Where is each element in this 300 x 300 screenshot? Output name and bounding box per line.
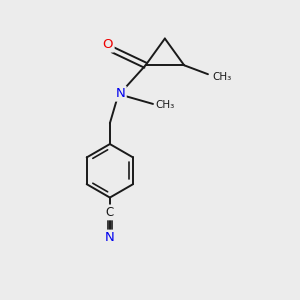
Text: O: O xyxy=(103,38,113,51)
Text: N: N xyxy=(116,87,125,100)
Text: N: N xyxy=(105,231,115,244)
Text: CH₃: CH₃ xyxy=(212,72,232,82)
Text: C: C xyxy=(106,206,114,219)
Text: CH₃: CH₃ xyxy=(155,100,175,110)
